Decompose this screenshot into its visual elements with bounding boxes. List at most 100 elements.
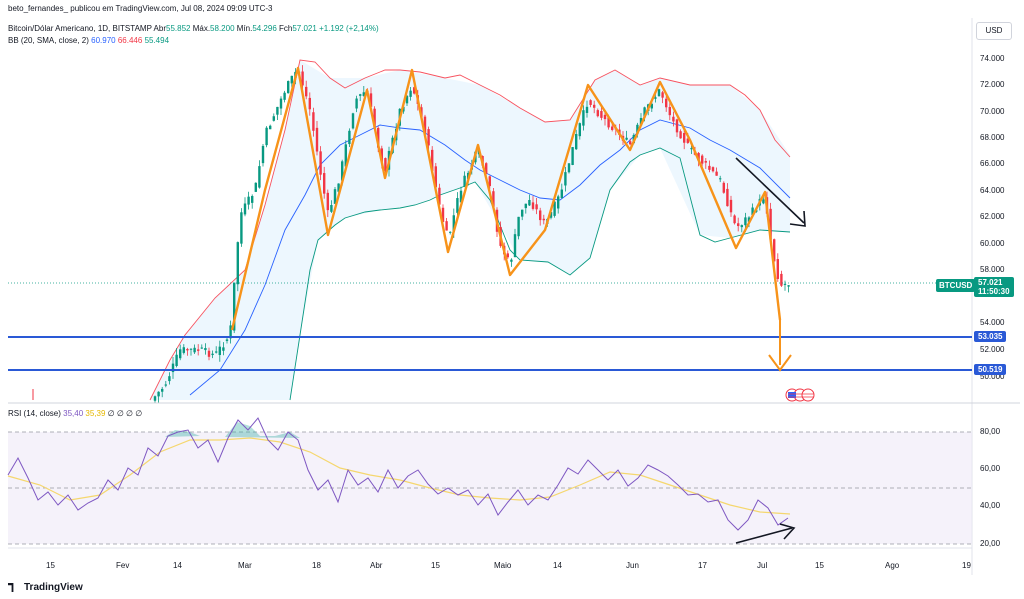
- tradingview-logo[interactable]: TradingView: [8, 582, 83, 593]
- rsi-tick: 20,00: [980, 539, 1001, 548]
- time-tick: Ago: [885, 561, 900, 570]
- candle-body: [524, 203, 527, 209]
- candle-body: [452, 215, 455, 232]
- zigzag-pattern[interactable]: [230, 66, 782, 331]
- candle-body: [380, 148, 383, 162]
- candle-body: [423, 116, 427, 134]
- rsi-tick: 80,00: [980, 427, 1001, 436]
- candle-body: [225, 339, 229, 341]
- candle-body: [567, 163, 571, 173]
- candle-body: [301, 71, 304, 86]
- price-tick: 66.000: [980, 159, 1005, 168]
- candle-body: [377, 127, 380, 148]
- candle-body: [542, 218, 545, 221]
- candle-body: [722, 182, 725, 193]
- candle-body: [603, 114, 607, 120]
- price-tick: 60.000: [980, 239, 1005, 248]
- time-tick: 15: [431, 561, 440, 570]
- price-tick: 64.000: [980, 186, 1005, 195]
- candle-body: [276, 106, 279, 115]
- candle-body: [683, 133, 686, 143]
- time-tick: 14: [173, 561, 182, 570]
- us-flag-event-icon[interactable]: [785, 388, 815, 402]
- candle-body: [611, 126, 614, 130]
- candle-body: [330, 205, 333, 212]
- candle-body: [783, 283, 787, 285]
- price-tick: 72.000: [980, 80, 1005, 89]
- last-price-value: 57.021: [978, 278, 1003, 287]
- candle-body: [272, 116, 275, 121]
- candle-body: [539, 210, 542, 221]
- candle-body: [218, 346, 221, 355]
- level-badge-upper[interactable]: 53.035: [974, 331, 1007, 342]
- candle-body: [308, 97, 311, 110]
- candle-body: [740, 225, 743, 228]
- candle-body: [733, 215, 736, 224]
- low-label: Mín.: [236, 24, 253, 33]
- candle-body: [431, 149, 434, 172]
- candle-body: [204, 348, 207, 351]
- candle-body: [449, 231, 452, 233]
- candle-body: [715, 171, 718, 176]
- bb-legend[interactable]: BB (20, SMA, close, 2) 60.970 66.446 55.…: [8, 36, 169, 45]
- symbol-legend[interactable]: Bitcoin/Dólar Americano, 1D, BITSTAMP Ab…: [8, 24, 379, 33]
- candle-body: [737, 223, 740, 227]
- price-tick: 70.000: [980, 107, 1005, 116]
- candle-body: [661, 92, 664, 98]
- price-tick: 58.000: [980, 265, 1005, 274]
- rsi-ma-value: 35,39: [85, 409, 106, 418]
- orange-arrow-head: [768, 354, 792, 372]
- candle-body: [726, 188, 729, 207]
- candle-body: [344, 144, 347, 167]
- candle-body: [485, 163, 488, 174]
- candle-body: [593, 104, 596, 108]
- last-price-badge[interactable]: 57.021 11:50:30: [974, 277, 1014, 297]
- candle-body: [531, 202, 535, 209]
- candle-body: [463, 175, 466, 187]
- time-tick: Abr: [370, 561, 383, 570]
- candle-body: [409, 90, 412, 97]
- candle-body: [686, 138, 689, 143]
- rsi-trend-arrow[interactable]: [735, 527, 793, 544]
- open-value: 55.852: [166, 24, 191, 33]
- candle-body: [773, 239, 776, 262]
- candle-body: [287, 81, 290, 94]
- currency-button[interactable]: USD: [976, 22, 1012, 40]
- candle-body: [247, 196, 250, 205]
- candle-body: [189, 348, 193, 350]
- ticker-badge[interactable]: BTCUSD: [936, 279, 976, 292]
- candle-body: [240, 212, 243, 244]
- bb-upper-value: 66.446: [117, 36, 143, 45]
- rsi-legend[interactable]: RSI (14, close) 35,40 35,39 ∅ ∅ ∅ ∅: [8, 409, 142, 418]
- bb-lower-line: [289, 147, 791, 401]
- high-label: Máx.: [192, 24, 211, 33]
- candle-body: [283, 92, 286, 100]
- candle-body: [182, 347, 185, 353]
- candle-body: [589, 100, 592, 105]
- candle-body: [711, 167, 715, 172]
- candle-body: [575, 134, 578, 150]
- bb-upper-line: [149, 59, 791, 401]
- candle-body: [654, 97, 657, 99]
- candle-body: [323, 173, 326, 194]
- candle-body: [517, 216, 520, 237]
- rsi-line: [7, 417, 789, 531]
- price-tick: 74.000: [980, 54, 1005, 63]
- candle-body: [261, 145, 265, 164]
- candle-body: [243, 203, 247, 215]
- candle-body: [549, 211, 553, 218]
- candle-body: [708, 165, 711, 170]
- price-tick: 50.000: [980, 372, 1005, 381]
- price-trend-arrow[interactable]: [735, 157, 805, 224]
- candle-body: [596, 110, 599, 117]
- bb-basis-line: [189, 119, 791, 396]
- tradingview-brand: TradingView: [24, 582, 83, 593]
- candle-body: [359, 94, 362, 96]
- bb-lower-value: 55.494: [144, 36, 170, 45]
- level-badge-lower[interactable]: 50.519: [974, 364, 1007, 375]
- candle-body: [337, 183, 340, 192]
- time-tick: 17: [698, 561, 707, 570]
- candle-body: [258, 166, 261, 188]
- candle-body: [222, 347, 225, 351]
